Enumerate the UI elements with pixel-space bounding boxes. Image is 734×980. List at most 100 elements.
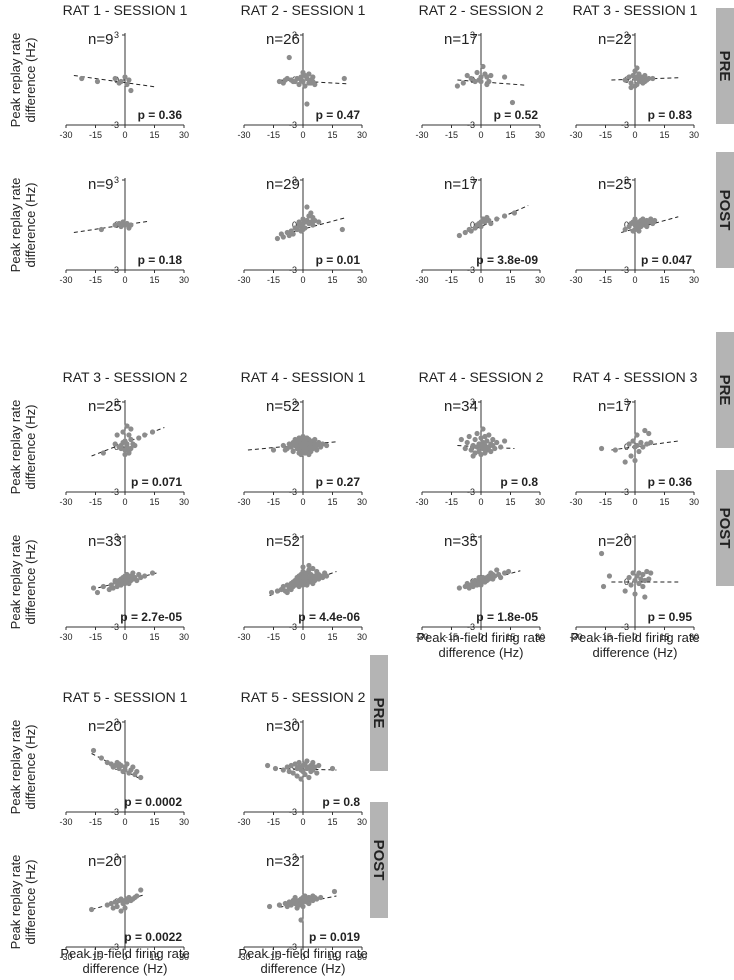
panel-12-p-value: p = 0.36 — [648, 475, 693, 489]
panel-12-data-point — [638, 439, 644, 446]
condition-post-1-label: POST — [716, 190, 733, 231]
panel-17-title: RAT 5 - SESSION 1 — [63, 689, 188, 705]
panel-19-data-point — [108, 900, 114, 907]
panel-9-x-tick-label: 15 — [149, 497, 159, 507]
panel-13-data-point — [110, 585, 116, 591]
panel-3-x-tick-label: -30 — [415, 130, 428, 140]
panel-9-x-tick-label: -15 — [89, 497, 102, 507]
panel-14-data-point — [324, 573, 330, 579]
panel-10-y-tick-label: -3 — [289, 487, 297, 497]
x-axis-label-col3-line1: Peak in-field firing rate — [416, 630, 545, 645]
panel-6-data-point — [274, 235, 281, 242]
panel-2-data-point — [310, 74, 316, 80]
panel-14-n-count: n=52 — [266, 533, 300, 550]
panel-11-data-point — [468, 447, 474, 453]
panel-2-data-point — [341, 75, 347, 82]
panel-12-data-point — [646, 430, 652, 437]
panel-13-y-tick-label: 3 — [114, 532, 119, 542]
panel-5-n-count: n=9 — [88, 176, 113, 193]
panel-5-x-tick-label: 15 — [149, 275, 159, 285]
panel-12-data-point — [636, 448, 642, 455]
panel-20-data-point — [306, 900, 312, 907]
condition-pre-3-band — [370, 655, 388, 771]
panel-16-data-point — [638, 576, 644, 582]
panel-18-data-point — [284, 764, 290, 770]
panel-6-data-point — [304, 204, 310, 210]
panel-16-y-tick-label: 3 — [624, 532, 629, 542]
panel-1-x-tick-label: -15 — [89, 130, 102, 140]
panel-4-title: RAT 3 - SESSION 1 — [573, 2, 698, 18]
panel-20-x-tick-label: 15 — [327, 952, 337, 962]
panel-13-data-point — [142, 573, 148, 579]
panel-5-data-point — [118, 223, 124, 230]
panel-15-data-point — [464, 580, 470, 587]
panel-19-data-point — [122, 905, 128, 911]
panel-5-x-tick-label: 0 — [122, 275, 127, 285]
panel-2-data-point — [292, 78, 298, 85]
panel-1-data-point — [128, 87, 134, 94]
panel-7-data-point — [482, 219, 488, 225]
panel-12-data-point — [632, 457, 638, 464]
panel-14-data-point — [308, 571, 314, 578]
panel-14-data-point — [284, 589, 290, 596]
panel-12-trend-line — [611, 440, 679, 451]
panel-10-data-point — [306, 451, 312, 458]
panel-20-y-tick-label: 3 — [292, 852, 297, 862]
panel-8-data-point — [644, 223, 650, 230]
panel-16-data-point — [598, 550, 605, 557]
panel-20-data-point — [318, 894, 324, 901]
panel-1-x-tick-label: 15 — [149, 130, 159, 140]
panel-19-data-point — [114, 903, 120, 910]
panel-19-x-tick-label: 30 — [179, 952, 189, 962]
panel-8-data-point — [652, 217, 658, 224]
panel-13-x-tick-label: -15 — [89, 632, 102, 642]
panel-11-title: RAT 4 - SESSION 2 — [419, 369, 544, 385]
x-axis-label-col2-line1: Peak in-field firing rate — [238, 946, 367, 961]
condition-post-2-band — [716, 470, 734, 586]
panel-12-data-point — [642, 427, 648, 434]
panel-2-title: RAT 2 - SESSION 1 — [241, 2, 366, 18]
panel-4-y-tick-label: -3 — [621, 120, 629, 130]
panel-18-data-point — [296, 759, 302, 766]
panel-16-x-tick-label: -15 — [599, 632, 612, 642]
panel-3-data-point — [472, 78, 478, 85]
panel-19-y-tick-label: -3 — [111, 942, 119, 952]
panel-18-data-point — [272, 765, 279, 772]
panel-8-y-tick-label: -3 — [621, 265, 629, 275]
y-axis-label-row-1: Peak replay rate difference (Hz) — [8, 33, 38, 128]
panel-11-data-point — [482, 442, 488, 449]
panel-17-y-tick-label: 3 — [114, 717, 119, 727]
panel-8-x-tick-label: 30 — [689, 275, 699, 285]
panel-16-x-tick-label: -30 — [569, 632, 582, 642]
condition-post-3-band — [370, 802, 388, 918]
panel-4-x-tick-label: 0 — [632, 130, 637, 140]
panel-11-data-point — [486, 432, 492, 438]
panel-12-x-tick-label: 15 — [659, 497, 669, 507]
panel-17-p-value: p = 0.0002 — [124, 795, 182, 809]
panel-8-p-value: p = 0.047 — [641, 253, 692, 267]
panel-10-data-point — [298, 451, 304, 458]
panel-18-x-tick-label: -30 — [237, 817, 250, 827]
panel-14-x-tick-label: 0 — [300, 632, 305, 642]
panel-7-data-point — [494, 216, 500, 222]
panel-13-data-point — [106, 586, 112, 593]
panel-3-data-point — [509, 99, 516, 106]
panel-19-data-point — [110, 905, 116, 911]
panel-9-data-point — [128, 436, 134, 443]
panel-18-x-tick-label: 30 — [357, 817, 367, 827]
panel-7-data-point — [468, 228, 474, 234]
panel-6-data-point — [280, 234, 286, 240]
panel-10-data-point — [280, 442, 286, 449]
panel-17-data-point — [138, 774, 144, 781]
y-axis-label-row-3: Peak replay rate difference (Hz) — [8, 400, 38, 495]
panel-14-data-point — [306, 567, 312, 573]
panel-6-y-tick-label: -3 — [289, 265, 297, 275]
panel-18-p-value: p = 0.8 — [322, 795, 360, 809]
panel-10-data-point — [314, 447, 320, 453]
panel-11-x-tick-label: 15 — [505, 497, 515, 507]
panel-16-data-point — [630, 570, 636, 576]
panel-19-data-point — [118, 896, 124, 902]
panel-11-x-tick-label: 30 — [535, 497, 545, 507]
panel-16-data-point — [600, 583, 607, 590]
panel-11-data-point — [492, 445, 498, 452]
